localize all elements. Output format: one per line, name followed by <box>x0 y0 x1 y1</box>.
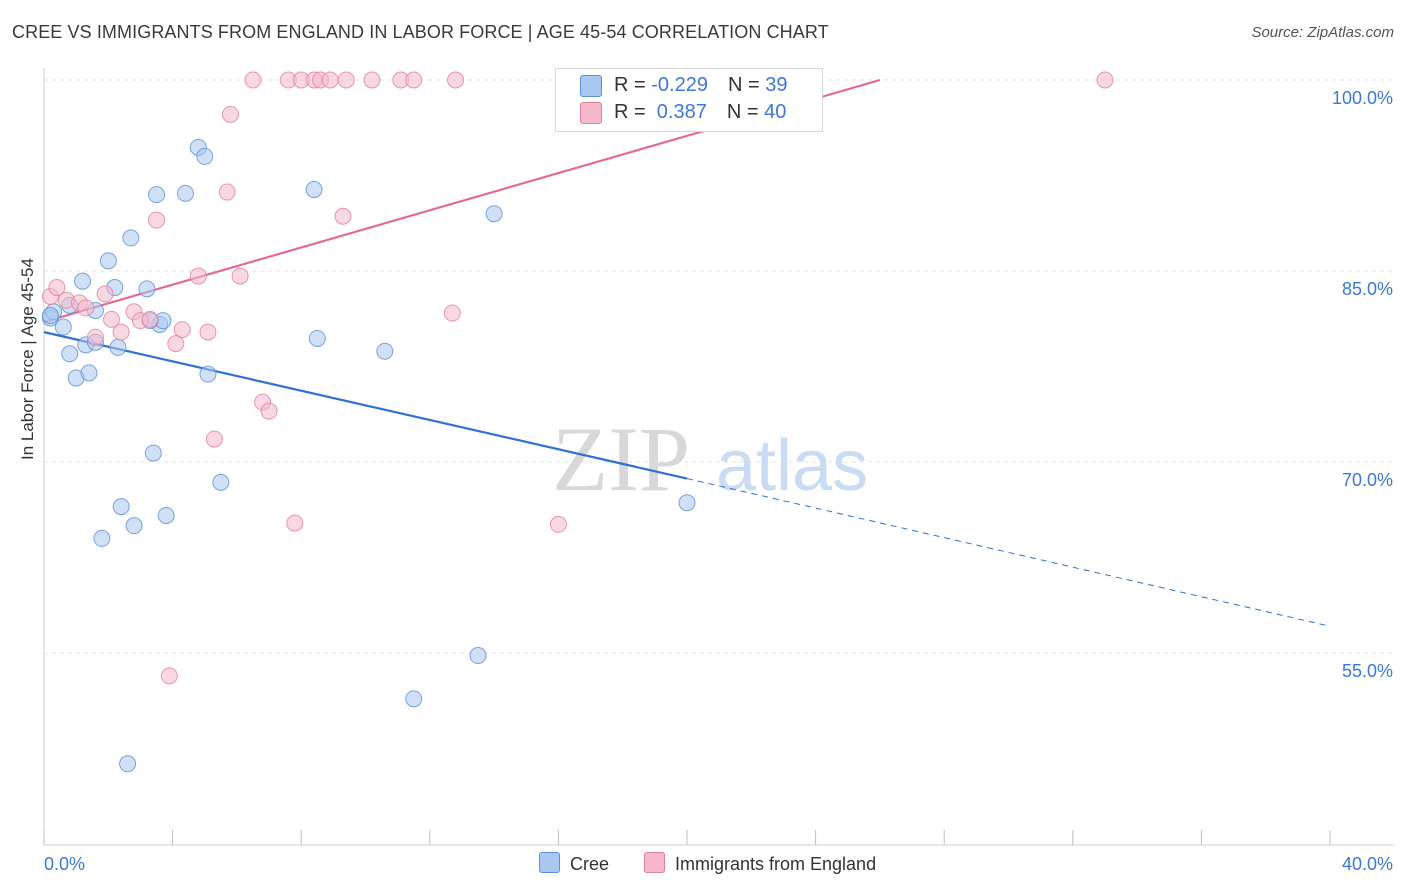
point-cree <box>112 498 130 516</box>
y-tick-label: 85.0% <box>1342 279 1393 299</box>
point-cree <box>376 342 394 360</box>
chart-title: CREE VS IMMIGRANTS FROM ENGLAND IN LABOR… <box>12 22 829 42</box>
point-england <box>167 335 185 353</box>
point-england <box>286 514 304 532</box>
legend-n-value: 39 <box>765 74 788 96</box>
point-cree <box>405 690 423 708</box>
legend-row-cree: R = -0.229 N = 39 <box>580 74 787 100</box>
watermark-atlas: atlas <box>716 426 868 506</box>
x-tick-label: 0.0% <box>44 854 85 874</box>
point-cree <box>157 506 175 524</box>
point-england <box>337 71 355 89</box>
point-cree <box>678 494 696 512</box>
point-england <box>1096 71 1114 89</box>
trend-line-cree <box>43 331 688 480</box>
legend-n-value: 40 <box>764 101 787 123</box>
point-cree <box>199 365 217 383</box>
legend-swatch-cree <box>580 74 602 97</box>
legend-n-label: N = <box>726 101 765 123</box>
point-cree <box>196 147 214 165</box>
point-cree <box>305 181 323 199</box>
point-england <box>96 285 114 303</box>
point-england <box>218 183 236 201</box>
point-cree <box>308 329 326 347</box>
point-england <box>244 71 262 89</box>
point-cree <box>125 517 143 535</box>
point-cree <box>54 318 72 336</box>
point-cree <box>99 252 117 270</box>
legend-r-label: R = <box>614 101 652 123</box>
legend-item-cree[interactable]: Cree <box>539 852 609 875</box>
y-tick-label: 100.0% <box>1332 88 1393 108</box>
legend-r-label: R = <box>614 74 652 96</box>
point-cree <box>138 280 156 298</box>
point-england <box>160 667 178 685</box>
point-cree <box>212 473 230 491</box>
point-england <box>48 279 66 297</box>
point-cree <box>109 338 127 356</box>
point-cree <box>469 647 487 665</box>
legend-swatch-england <box>580 101 602 124</box>
watermark-zip: ZIP <box>552 408 690 510</box>
point-cree <box>148 186 166 204</box>
point-england <box>231 267 249 285</box>
point-england <box>199 323 217 341</box>
y-tick-label: 70.0% <box>1342 470 1393 490</box>
legend-row-england: R = 0.387 N = 40 <box>580 101 786 127</box>
point-england <box>112 323 130 341</box>
legend-swatch-england <box>644 852 665 873</box>
point-england <box>363 71 381 89</box>
point-england <box>221 105 239 123</box>
point-cree <box>80 364 98 382</box>
point-england <box>443 304 461 322</box>
point-england <box>321 71 339 89</box>
point-cree <box>144 444 162 462</box>
watermark: ZIP atlas <box>552 408 868 510</box>
source-credit: Source: ZipAtlas.com <box>1251 24 1394 41</box>
legend-r-value: -0.229 <box>651 74 708 96</box>
point-england <box>173 321 191 339</box>
point-england <box>405 71 423 89</box>
correlation-legend: R = -0.229 N = 39 R = 0.387 N = 40 <box>555 68 823 132</box>
point-cree <box>176 184 194 202</box>
legend-label-cree: Cree <box>570 854 610 874</box>
legend-label-england: Immigrants from England <box>675 854 877 874</box>
legend-r-value: 0.387 <box>651 101 707 123</box>
legend-n-label: N = <box>727 74 766 96</box>
point-cree <box>74 272 92 290</box>
y-tick-label: 55.0% <box>1342 661 1393 681</box>
legend-item-england[interactable]: Immigrants from England <box>644 852 876 875</box>
point-cree <box>485 205 503 223</box>
point-cree <box>119 755 137 773</box>
trend-lines <box>43 78 1331 627</box>
point-england <box>205 430 223 448</box>
point-cree <box>41 307 59 325</box>
axes-layer <box>43 68 1394 846</box>
x-tick-label: 40.0% <box>1342 854 1393 874</box>
point-england <box>103 310 121 328</box>
point-cree <box>61 345 79 363</box>
point-england <box>334 207 352 225</box>
point-england <box>148 211 166 229</box>
legend-swatch-cree <box>539 852 560 873</box>
point-england <box>141 310 159 328</box>
points-layer <box>41 71 1114 773</box>
point-england <box>447 71 465 89</box>
point-england <box>549 515 567 533</box>
tick-labels: 100.0% 85.0% 70.0% 55.0% 0.0% 40.0% <box>44 88 1393 874</box>
point-england <box>77 299 95 317</box>
point-england <box>86 328 104 346</box>
point-cree <box>122 229 140 247</box>
grid-layer <box>44 79 1394 654</box>
point-england <box>189 267 207 285</box>
y-axis-label: In Labor Force | Age 45-54 <box>18 258 37 460</box>
point-england <box>260 402 278 420</box>
point-cree <box>93 529 111 547</box>
